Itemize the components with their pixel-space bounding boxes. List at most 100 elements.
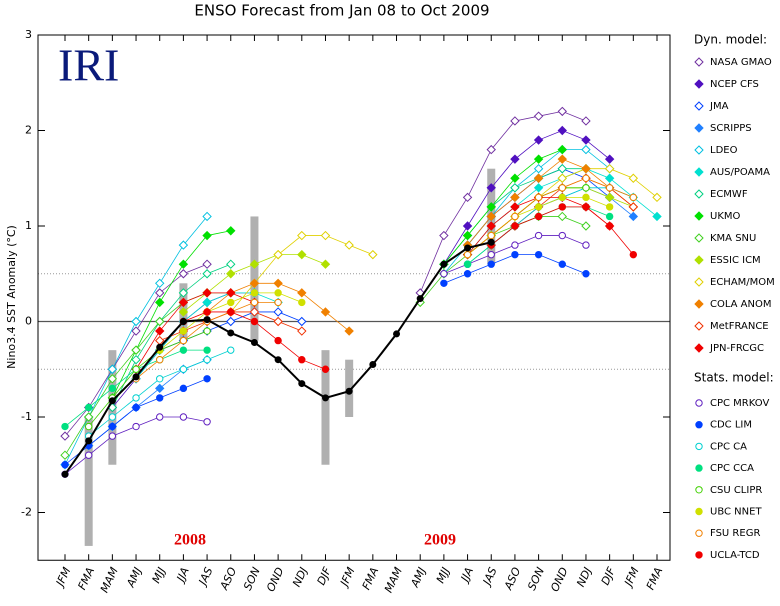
legend-label: UCLA-TCD (710, 550, 760, 561)
marker (557, 163, 567, 174)
marker (510, 202, 520, 212)
marker (694, 255, 704, 265)
marker (462, 221, 473, 231)
marker (695, 529, 703, 537)
marker (629, 193, 638, 202)
marker (558, 203, 566, 211)
marker (533, 183, 544, 193)
legend-header: Dyn. model: (694, 33, 767, 47)
marker (694, 167, 704, 177)
marker (629, 250, 638, 259)
marker (694, 57, 704, 67)
legend-label: NCEP CFS (710, 79, 759, 90)
marker (511, 212, 519, 221)
marker (84, 422, 93, 431)
marker (83, 412, 94, 422)
marker (582, 270, 590, 278)
marker (604, 173, 615, 183)
marker (132, 394, 140, 402)
legend-label: ECMWF (710, 189, 748, 200)
marker (694, 123, 704, 133)
marker (250, 317, 259, 326)
marker (60, 450, 70, 460)
y-axis-label: Nino3.4 SST Anomaly (°C) (5, 225, 18, 369)
marker (487, 250, 495, 259)
spread-bar (250, 216, 259, 341)
marker (628, 211, 639, 222)
marker (694, 233, 704, 243)
observed-point (132, 373, 140, 381)
marker (156, 356, 164, 364)
forecast-line (467, 177, 634, 255)
marker (297, 326, 307, 336)
marker (557, 125, 567, 136)
marker (628, 173, 639, 183)
marker (155, 278, 165, 289)
marker (695, 486, 703, 494)
marker (558, 260, 566, 268)
forecast-line (112, 263, 231, 408)
marker (511, 222, 519, 230)
marker (557, 106, 567, 117)
observed-point (393, 330, 401, 338)
marker (694, 277, 704, 287)
y-tick-label: 2 (25, 124, 32, 137)
marker (695, 464, 703, 472)
forecast-line (135, 292, 255, 370)
marker (179, 384, 188, 393)
annotation: 2008 (174, 532, 206, 549)
observed-point (487, 238, 495, 246)
observed-point (298, 380, 306, 388)
marker (463, 260, 472, 268)
marker (463, 250, 472, 259)
watermark: IRI (58, 40, 119, 91)
marker (581, 116, 591, 126)
marker (320, 307, 331, 317)
marker (604, 163, 615, 174)
marker (202, 230, 212, 241)
marker (179, 346, 188, 354)
marker (156, 375, 164, 383)
legend-label: COLA ANOM (710, 299, 772, 310)
marker (297, 288, 307, 298)
marker (108, 422, 117, 431)
marker (534, 212, 543, 221)
marker (132, 365, 140, 373)
marker (203, 418, 211, 426)
marker (131, 326, 141, 336)
observed-point (416, 295, 424, 303)
x-tick-label: MJJ (434, 565, 453, 585)
marker (250, 298, 259, 307)
chart-title: ENSO Forecast from Jan 08 to Oct 2009 (194, 2, 489, 20)
marker (695, 551, 703, 559)
marker (344, 240, 354, 250)
marker (84, 403, 93, 412)
marker (226, 226, 236, 236)
marker (534, 203, 543, 211)
legend-label: ESSIC ICM (710, 255, 761, 266)
marker (533, 163, 544, 174)
marker (61, 461, 69, 469)
marker (628, 202, 639, 212)
marker (202, 211, 212, 222)
marker (131, 354, 141, 365)
marker (510, 183, 520, 193)
marker (344, 326, 354, 336)
marker (179, 365, 188, 373)
y-tick-label: -2 (21, 506, 32, 519)
marker (582, 203, 590, 211)
legend-label: SCRIPPS (710, 123, 752, 134)
marker (487, 260, 495, 268)
marker (226, 269, 236, 279)
marker (132, 403, 140, 412)
marker (273, 278, 283, 289)
observed-point (250, 339, 258, 347)
marker (581, 135, 591, 145)
y-tick-label: 3 (25, 28, 32, 41)
legend-label: CDC LIM (710, 420, 752, 431)
marker (487, 231, 495, 240)
marker (582, 241, 590, 249)
spread-bar (321, 350, 330, 465)
marker (533, 135, 544, 145)
